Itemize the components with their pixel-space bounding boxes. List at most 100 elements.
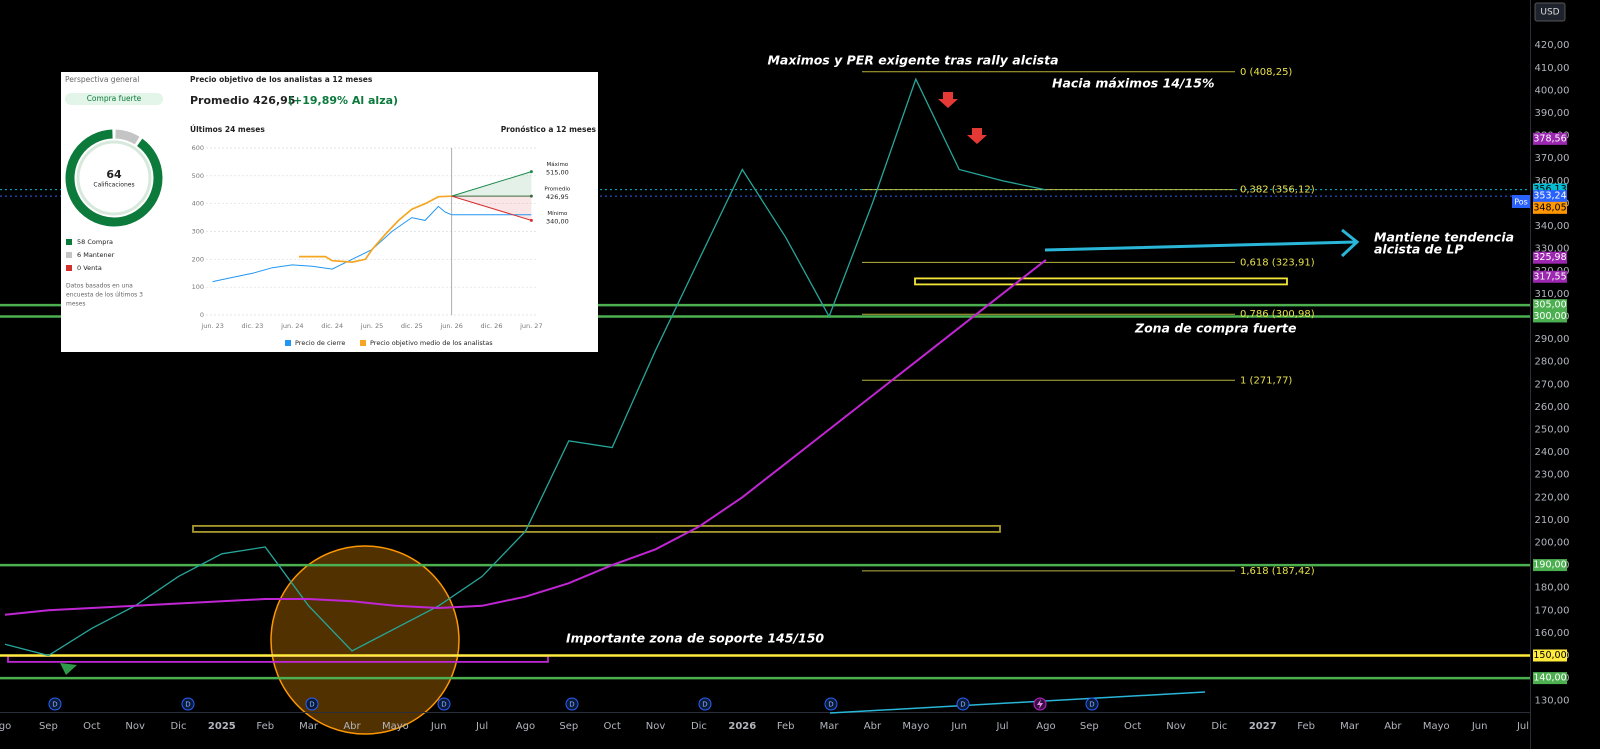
x-tick-label: dic. 25 bbox=[401, 322, 423, 330]
legend-label: Precio de cierre bbox=[295, 339, 345, 347]
fib-label: 0,786 (300,98) bbox=[1240, 309, 1315, 320]
dividend-icon bbox=[1085, 697, 1099, 711]
x-tick-label: Dic bbox=[170, 721, 186, 732]
dividend-letter: D bbox=[52, 701, 57, 709]
x-tick-label: 2025 bbox=[208, 721, 236, 732]
price-tag bbox=[1533, 672, 1567, 685]
dividend-letter: D bbox=[569, 701, 574, 709]
x-tick-label: Feb bbox=[1297, 721, 1315, 732]
y-tick-label: 200 bbox=[192, 255, 204, 263]
x-tick-label: Sep bbox=[1080, 721, 1099, 732]
x-tick-label: jun. 23 bbox=[200, 322, 223, 330]
fib-label: 0,382 (356,12) bbox=[1240, 185, 1315, 196]
series-line bbox=[299, 195, 452, 263]
legend-count: 0 bbox=[77, 264, 81, 272]
price-tag-label: 190,00 bbox=[1533, 560, 1566, 571]
support-circle bbox=[270, 545, 460, 735]
price-tag-label: 353,24 bbox=[1533, 191, 1566, 202]
y-tick-label: 280,00 bbox=[1535, 357, 1570, 368]
forecast-point bbox=[529, 218, 533, 222]
price-tag-label: 305,00 bbox=[1533, 300, 1566, 311]
legend-swatch bbox=[66, 252, 72, 258]
x-tick-label: Abr bbox=[864, 721, 882, 732]
price-tag bbox=[1533, 299, 1567, 312]
x-tick-label: Feb bbox=[256, 721, 274, 732]
position-label: Pos bbox=[1514, 198, 1528, 207]
y-tick-label: 310,00 bbox=[1535, 289, 1570, 300]
y-tick-label: 170,00 bbox=[1535, 605, 1570, 616]
x-tick-label: dic. 23 bbox=[242, 322, 264, 330]
price-tag-label: 150,00 bbox=[1533, 650, 1566, 661]
y-tick-label: 290,00 bbox=[1535, 334, 1570, 345]
legend-name: Venta bbox=[83, 264, 102, 272]
dividend-letter: D bbox=[309, 701, 314, 709]
forecast-label: Mínimo bbox=[547, 210, 568, 217]
legend-name: Compra bbox=[87, 238, 113, 246]
y-tick-label: 220,00 bbox=[1535, 492, 1570, 503]
x-tick-label: Nov bbox=[125, 721, 145, 732]
y-tick-label: 130,00 bbox=[1535, 696, 1570, 707]
currency: USD bbox=[1540, 8, 1559, 18]
x-tick-label: Oct bbox=[83, 721, 100, 732]
price-tag-label: 300,00 bbox=[1533, 311, 1566, 322]
currency-box bbox=[1534, 2, 1566, 22]
price-tag bbox=[1533, 559, 1567, 572]
trend-arrow bbox=[1044, 228, 1360, 258]
footnote: Datos basados en una bbox=[66, 283, 133, 290]
annotation: Zona de compra fuerte bbox=[1134, 321, 1296, 336]
forecast-label: Promedio bbox=[544, 187, 570, 193]
dividend-letter: D bbox=[1089, 701, 1094, 709]
fib-label: 1,618 (187,42) bbox=[1240, 566, 1315, 577]
x-tick-label: Jun bbox=[1471, 721, 1488, 732]
forecast-value: 340,00 bbox=[546, 217, 569, 225]
dividend-icon bbox=[437, 697, 451, 711]
dividend-icon bbox=[956, 697, 970, 711]
footnote: meses bbox=[66, 301, 85, 308]
price-tag-label: 325,98 bbox=[1533, 252, 1566, 263]
panel-background bbox=[61, 72, 598, 352]
dividend-icon bbox=[698, 697, 712, 711]
y-tick-label: 270,00 bbox=[1535, 379, 1570, 390]
chart-layer: 130,00 140,00 150,00 160,00 170,00 180,00 190,… bbox=[0, 40, 1570, 732]
average-target: Promedio 426,95 bbox=[190, 94, 295, 107]
annotation: Maximos y PER exigente tras rally alcist… bbox=[767, 53, 1058, 68]
future-label: Pronóstico a 12 meses bbox=[501, 125, 597, 134]
price-tag-label: 356,13 bbox=[1533, 184, 1566, 195]
rating-total: 64 bbox=[106, 168, 122, 181]
y-tick-label: 100 bbox=[192, 283, 204, 291]
price-tag bbox=[1533, 201, 1567, 214]
x-tick-label: Oct bbox=[1124, 721, 1141, 732]
dividend-icon bbox=[305, 697, 319, 711]
zone bbox=[914, 277, 1288, 286]
x-tick-label: dic. 26 bbox=[481, 322, 503, 330]
y-tick-label: 340,00 bbox=[1535, 221, 1570, 232]
panel-heading: Precio objetivo de los analistas a 12 me… bbox=[190, 75, 373, 84]
price-tag-label: 348,05 bbox=[1533, 202, 1566, 213]
x-tick-label: jun. 27 bbox=[519, 322, 542, 330]
y-tick-label: 330,00 bbox=[1535, 244, 1570, 255]
y-tick-label: 210,00 bbox=[1535, 515, 1570, 526]
x-tick-label: Mayo bbox=[902, 721, 929, 732]
forecast-point bbox=[529, 194, 533, 198]
down-arrow bbox=[967, 128, 987, 144]
price-tag bbox=[1533, 310, 1567, 323]
x-tick-label: Sep bbox=[39, 721, 58, 732]
legend-swatch bbox=[66, 239, 72, 245]
zone bbox=[192, 525, 1001, 533]
x-tick-label: Oct bbox=[604, 721, 621, 732]
dividend-letter: D bbox=[960, 701, 965, 709]
x-tick-label: dic. 24 bbox=[321, 322, 343, 330]
y-tick-label: 300 bbox=[192, 228, 204, 236]
x-tick-label: Jul bbox=[1516, 721, 1529, 732]
down-arrow bbox=[938, 92, 958, 108]
y-tick-label: 400,00 bbox=[1535, 85, 1570, 96]
x-tick-label: Jul bbox=[475, 721, 488, 732]
x-tick-label: Dic bbox=[691, 721, 707, 732]
x-tick-label: jun. 25 bbox=[360, 322, 383, 330]
x-tick-label: Nov bbox=[646, 721, 666, 732]
dividend-letter: D bbox=[828, 701, 833, 709]
y-tick-label: 240,00 bbox=[1535, 447, 1570, 458]
forecast-label: Máximo bbox=[547, 161, 569, 168]
dividend-letter: D bbox=[185, 701, 190, 709]
